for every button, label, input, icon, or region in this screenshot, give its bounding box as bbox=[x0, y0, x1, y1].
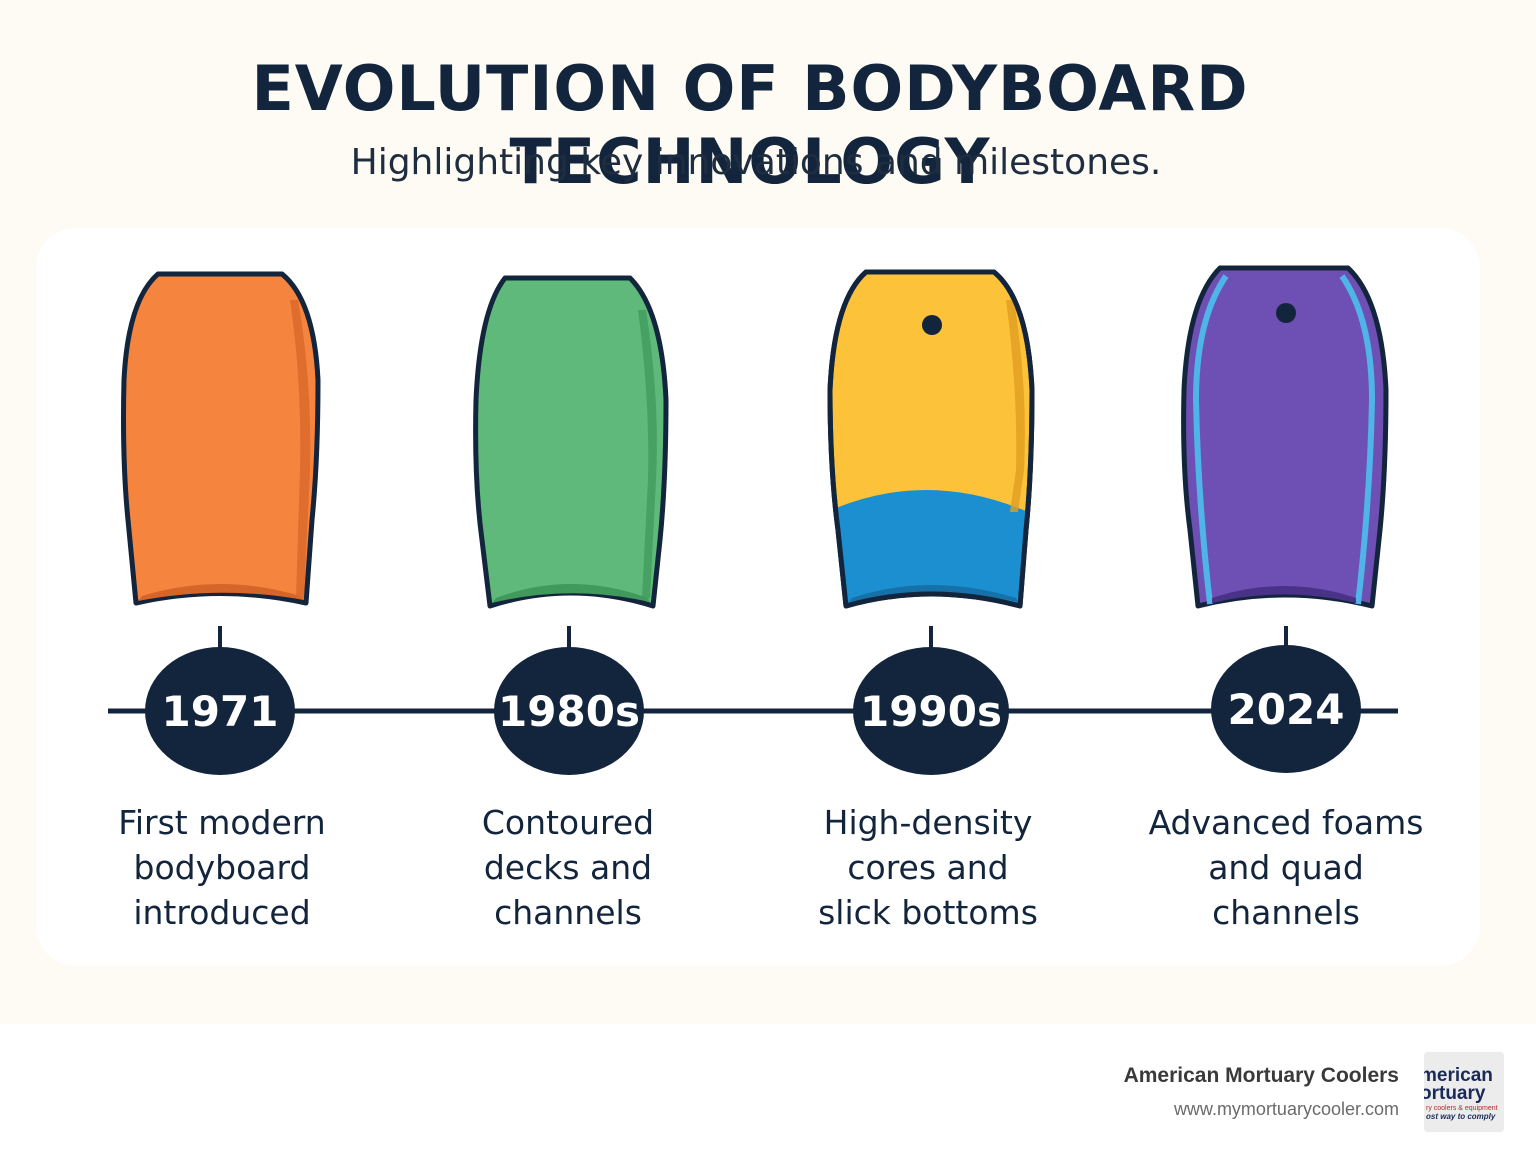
yellow-blue-bodyboard-with-leash-plug-icon bbox=[827, 269, 1035, 609]
year-label-1980s: 1980s bbox=[498, 687, 640, 736]
year-badge-1990s: 1990s bbox=[853, 647, 1009, 775]
brand-name: American Mortuary Coolers bbox=[1123, 1064, 1399, 1087]
year-badge-2024: 2024 bbox=[1211, 645, 1361, 773]
year-badge-1971: 1971 bbox=[145, 647, 295, 775]
logo-text-line: ry coolers & equipment bbox=[1426, 1105, 1498, 1112]
description-line: Advanced foams bbox=[1148, 803, 1424, 842]
description-line: channels bbox=[1212, 893, 1360, 932]
contoured-green-bodyboard-icon bbox=[473, 275, 669, 609]
description-line: channels bbox=[494, 893, 642, 932]
brand-url[interactable]: www.mymortuarycooler.com bbox=[1173, 1099, 1399, 1119]
page-subtitle: Highlighting key innovations and milesto… bbox=[350, 142, 1162, 183]
milestone-description-1980s: Contoured decks and channels bbox=[408, 800, 728, 935]
year-label-1990s: 1990s bbox=[860, 687, 1002, 736]
description-line: High-density bbox=[823, 803, 1033, 842]
year-label-1971: 1971 bbox=[162, 687, 279, 736]
year-badge-1980s: 1980s bbox=[494, 647, 644, 775]
logo-text-line: ost way to comply bbox=[1426, 1112, 1496, 1121]
description-line: bodyboard bbox=[133, 848, 311, 887]
description-line: and quad bbox=[1208, 848, 1364, 887]
logo-text-line: ortuary bbox=[1424, 1083, 1486, 1104]
page-title: EVOLUTION OF BODYBOARD TECHNOLOGY bbox=[251, 52, 1249, 198]
description-line: slick bottoms bbox=[818, 893, 1038, 932]
description-line: Contoured bbox=[481, 803, 655, 842]
purple-bodyboard-with-rails-and-leash-plug-icon bbox=[1181, 265, 1389, 609]
logo-text-line: merican bbox=[1424, 1065, 1493, 1086]
footer bbox=[0, 1024, 1536, 1154]
description-line: decks and bbox=[483, 848, 653, 887]
description-line: introduced bbox=[133, 893, 311, 932]
description-line: First modern bbox=[118, 803, 326, 842]
description-line: cores and bbox=[847, 848, 1009, 887]
milestone-description-1971: First modern bodyboard introduced bbox=[62, 800, 382, 935]
year-label-2024: 2024 bbox=[1228, 685, 1345, 734]
milestone-description-2024: Advanced foams and quad channels bbox=[1126, 800, 1446, 935]
plain-orange-bodyboard-icon bbox=[121, 271, 321, 606]
milestone-description-1990s: High-density cores and slick bottoms bbox=[768, 800, 1088, 935]
brand-logo: merican ortuary ry coolers & equipment o… bbox=[1424, 1052, 1504, 1132]
